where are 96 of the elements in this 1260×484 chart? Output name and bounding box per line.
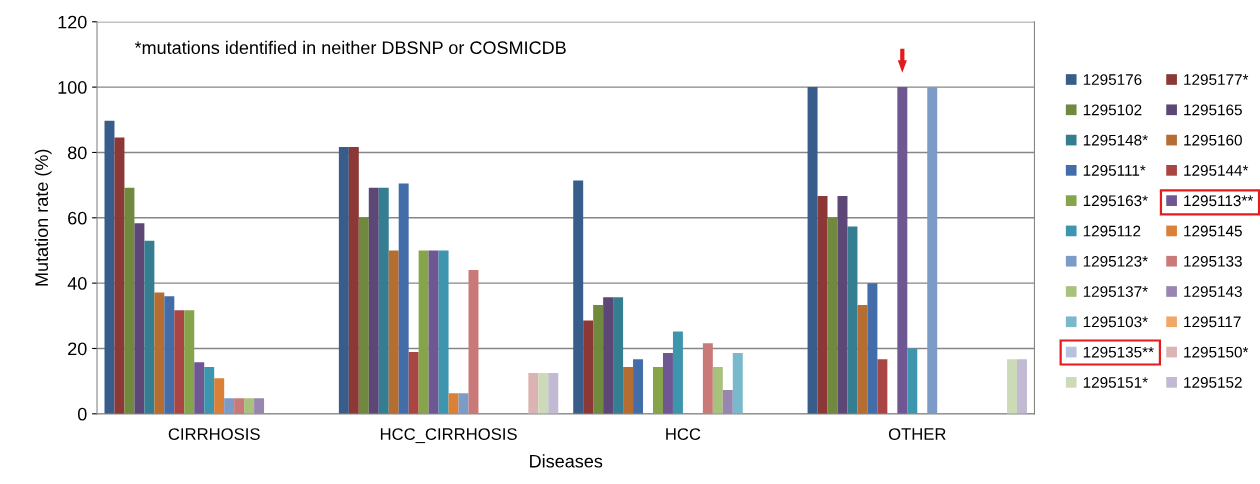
bar <box>194 362 205 414</box>
bar <box>214 378 225 414</box>
bar <box>134 223 145 414</box>
bar <box>388 250 399 414</box>
bar <box>164 296 175 414</box>
bar <box>124 187 135 414</box>
legend-label: 1295135** <box>1083 346 1154 358</box>
legend-label: 1295177* <box>1184 74 1249 85</box>
bar <box>613 297 624 414</box>
legend-label: 1295144* <box>1184 165 1249 176</box>
legend-label: 1295165 <box>1184 104 1242 116</box>
x-tick-label: HCC <box>666 428 701 440</box>
y-tick-label: 60 <box>68 211 87 225</box>
bar <box>144 240 155 414</box>
x-tick-label: OTHER <box>888 428 946 440</box>
legend-label: 1295150* <box>1184 346 1249 358</box>
bar <box>722 389 733 414</box>
bar <box>348 146 359 414</box>
y-axis-title: Mutation rate (%) <box>34 149 52 286</box>
bar <box>408 352 419 414</box>
bar <box>653 367 663 414</box>
bar <box>712 367 723 414</box>
bar <box>583 320 594 414</box>
legend-label: 1295112 <box>1083 225 1141 237</box>
bar <box>573 180 584 414</box>
bar <box>1007 359 1018 414</box>
bar <box>623 367 634 414</box>
bar <box>927 87 938 414</box>
bar <box>338 146 349 414</box>
bar <box>732 353 743 414</box>
bar <box>368 187 379 414</box>
legend-label: 1295133 <box>1184 255 1242 267</box>
bar <box>867 283 878 414</box>
bar <box>837 195 848 414</box>
bar <box>702 343 713 414</box>
bar <box>438 250 449 414</box>
bar <box>448 393 459 414</box>
legend-label: 1295143 <box>1184 286 1242 297</box>
bar <box>857 305 868 414</box>
legend-label: 1295137* <box>1083 286 1148 297</box>
bar <box>847 226 858 414</box>
bar <box>603 297 614 414</box>
bar <box>458 393 469 414</box>
bar <box>877 359 888 414</box>
bar <box>244 398 255 414</box>
bar <box>807 87 818 414</box>
bar <box>378 187 389 414</box>
bar <box>418 250 429 414</box>
y-tick-label: 100 <box>58 81 87 94</box>
x-tick-label: CIRRHOSIS <box>168 428 260 440</box>
y-tick-label: 20 <box>68 342 87 356</box>
bar <box>114 137 125 414</box>
annotation: *mutations identified in neither DBSNP or COSMICDB <box>134 40 566 55</box>
legend-label: 1295152 <box>1184 377 1242 388</box>
bar <box>428 250 439 414</box>
bar <box>593 305 604 414</box>
bar <box>662 353 673 414</box>
bar <box>827 217 838 414</box>
bar <box>548 372 559 414</box>
y-tick-label: 40 <box>67 277 87 290</box>
bar <box>817 195 828 414</box>
bar <box>184 310 195 414</box>
bar <box>254 398 265 414</box>
bar <box>234 398 245 414</box>
legend-label: 1295111* <box>1083 165 1146 176</box>
legend-label: 1295117 <box>1184 316 1241 328</box>
y-tick-label: 80 <box>68 146 87 160</box>
legend-label: 1295113** <box>1184 195 1254 207</box>
legend-label: 1295145 <box>1184 225 1242 237</box>
bar <box>468 270 479 414</box>
bar <box>1017 359 1027 414</box>
bar <box>224 398 235 414</box>
legend-label: 1295176 <box>1083 74 1142 85</box>
bar <box>672 331 683 414</box>
x-axis-title: Diseases <box>530 454 603 468</box>
legend-label: 1295148* <box>1083 134 1148 146</box>
bar <box>897 87 908 414</box>
bar <box>154 292 165 414</box>
legend-label: 1295160 <box>1184 134 1242 146</box>
bar <box>528 372 539 414</box>
y-tick-label: 0 <box>77 407 87 421</box>
bar <box>358 217 369 414</box>
y-tick-label: 120 <box>58 15 87 29</box>
bar <box>174 310 185 414</box>
bar <box>104 120 115 414</box>
legend-label: 1295103* <box>1083 316 1148 328</box>
bar <box>398 183 409 414</box>
bar <box>538 372 549 414</box>
bar <box>204 367 215 414</box>
x-tick-label: HCC_CIRRHOSIS <box>380 428 517 444</box>
bar <box>907 348 918 414</box>
legend-label: 1295163* <box>1083 195 1148 207</box>
legend-label: 1295123* <box>1083 255 1148 267</box>
legend-label: 1295151* <box>1083 377 1148 388</box>
bar <box>633 359 644 414</box>
legend-label: 1295102 <box>1083 104 1142 116</box>
